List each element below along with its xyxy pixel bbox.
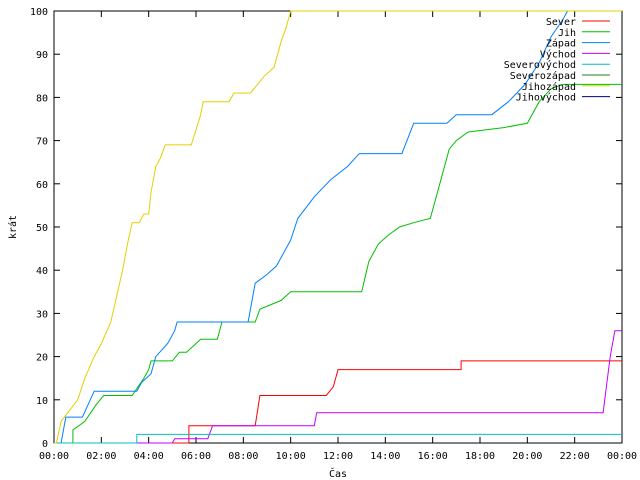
legend-label: Jihovýchod [516,92,576,104]
x-tick-label: 06:00 [181,451,211,462]
x-tick-label: 08:00 [228,451,258,462]
legend-label: Východ [540,48,576,60]
y-tick-label: 30 [36,309,48,320]
x-tick-label: 00:00 [607,451,637,462]
y-axis-label: krát [7,215,19,239]
series-line-2 [54,10,622,444]
legend-label: Jihozápad [522,81,576,93]
x-tick-label: 02:00 [86,451,116,462]
legend-label: Severozápad [510,70,576,82]
y-tick-label: 90 [36,50,48,61]
x-tick-label: 04:00 [134,451,164,462]
x-tick-label: 22:00 [560,451,590,462]
x-axis-label: Čas [329,467,347,480]
x-tick-label: 16:00 [418,451,448,462]
series-layer [54,10,622,444]
legend: SeverJihZápadVýchodSeverovýchodSeverozáp… [504,17,610,104]
series-line-0 [54,360,622,444]
x-tick-label: 20:00 [512,451,542,462]
x-axis-ticks: 00:00 02:00 04:00 06:00 08:00 10:00 12:00 14:00… [39,11,637,462]
y-tick-label: 0 [42,439,48,450]
legend-label: Jih [558,28,576,39]
x-tick-label: 18:00 [465,451,495,462]
y-axis-ticks: 0 10 20 30 40 50 60 70 80 90 100 [30,7,622,450]
y-tick-label: 40 [36,266,48,277]
x-tick-label: 12:00 [323,451,353,462]
series-line-4 [54,433,622,444]
legend-label: Sever [546,17,576,28]
y-tick-label: 60 [36,180,48,191]
x-tick-label: 00:00 [39,451,69,462]
y-tick-label: 70 [36,137,48,148]
series-line-3 [54,330,622,444]
series-line-1 [54,83,622,444]
series-line-6 [54,10,622,444]
y-tick-label: 80 [36,93,48,104]
x-tick-label: 10:00 [276,451,306,462]
legend-label: Severovýchod [504,59,576,71]
y-tick-label: 50 [36,223,48,234]
y-tick-label: 10 [36,396,48,407]
y-tick-label: 100 [30,7,48,18]
y-tick-label: 20 [36,353,48,364]
legend-label: Západ [546,38,576,50]
x-tick-label: 14:00 [370,451,400,462]
